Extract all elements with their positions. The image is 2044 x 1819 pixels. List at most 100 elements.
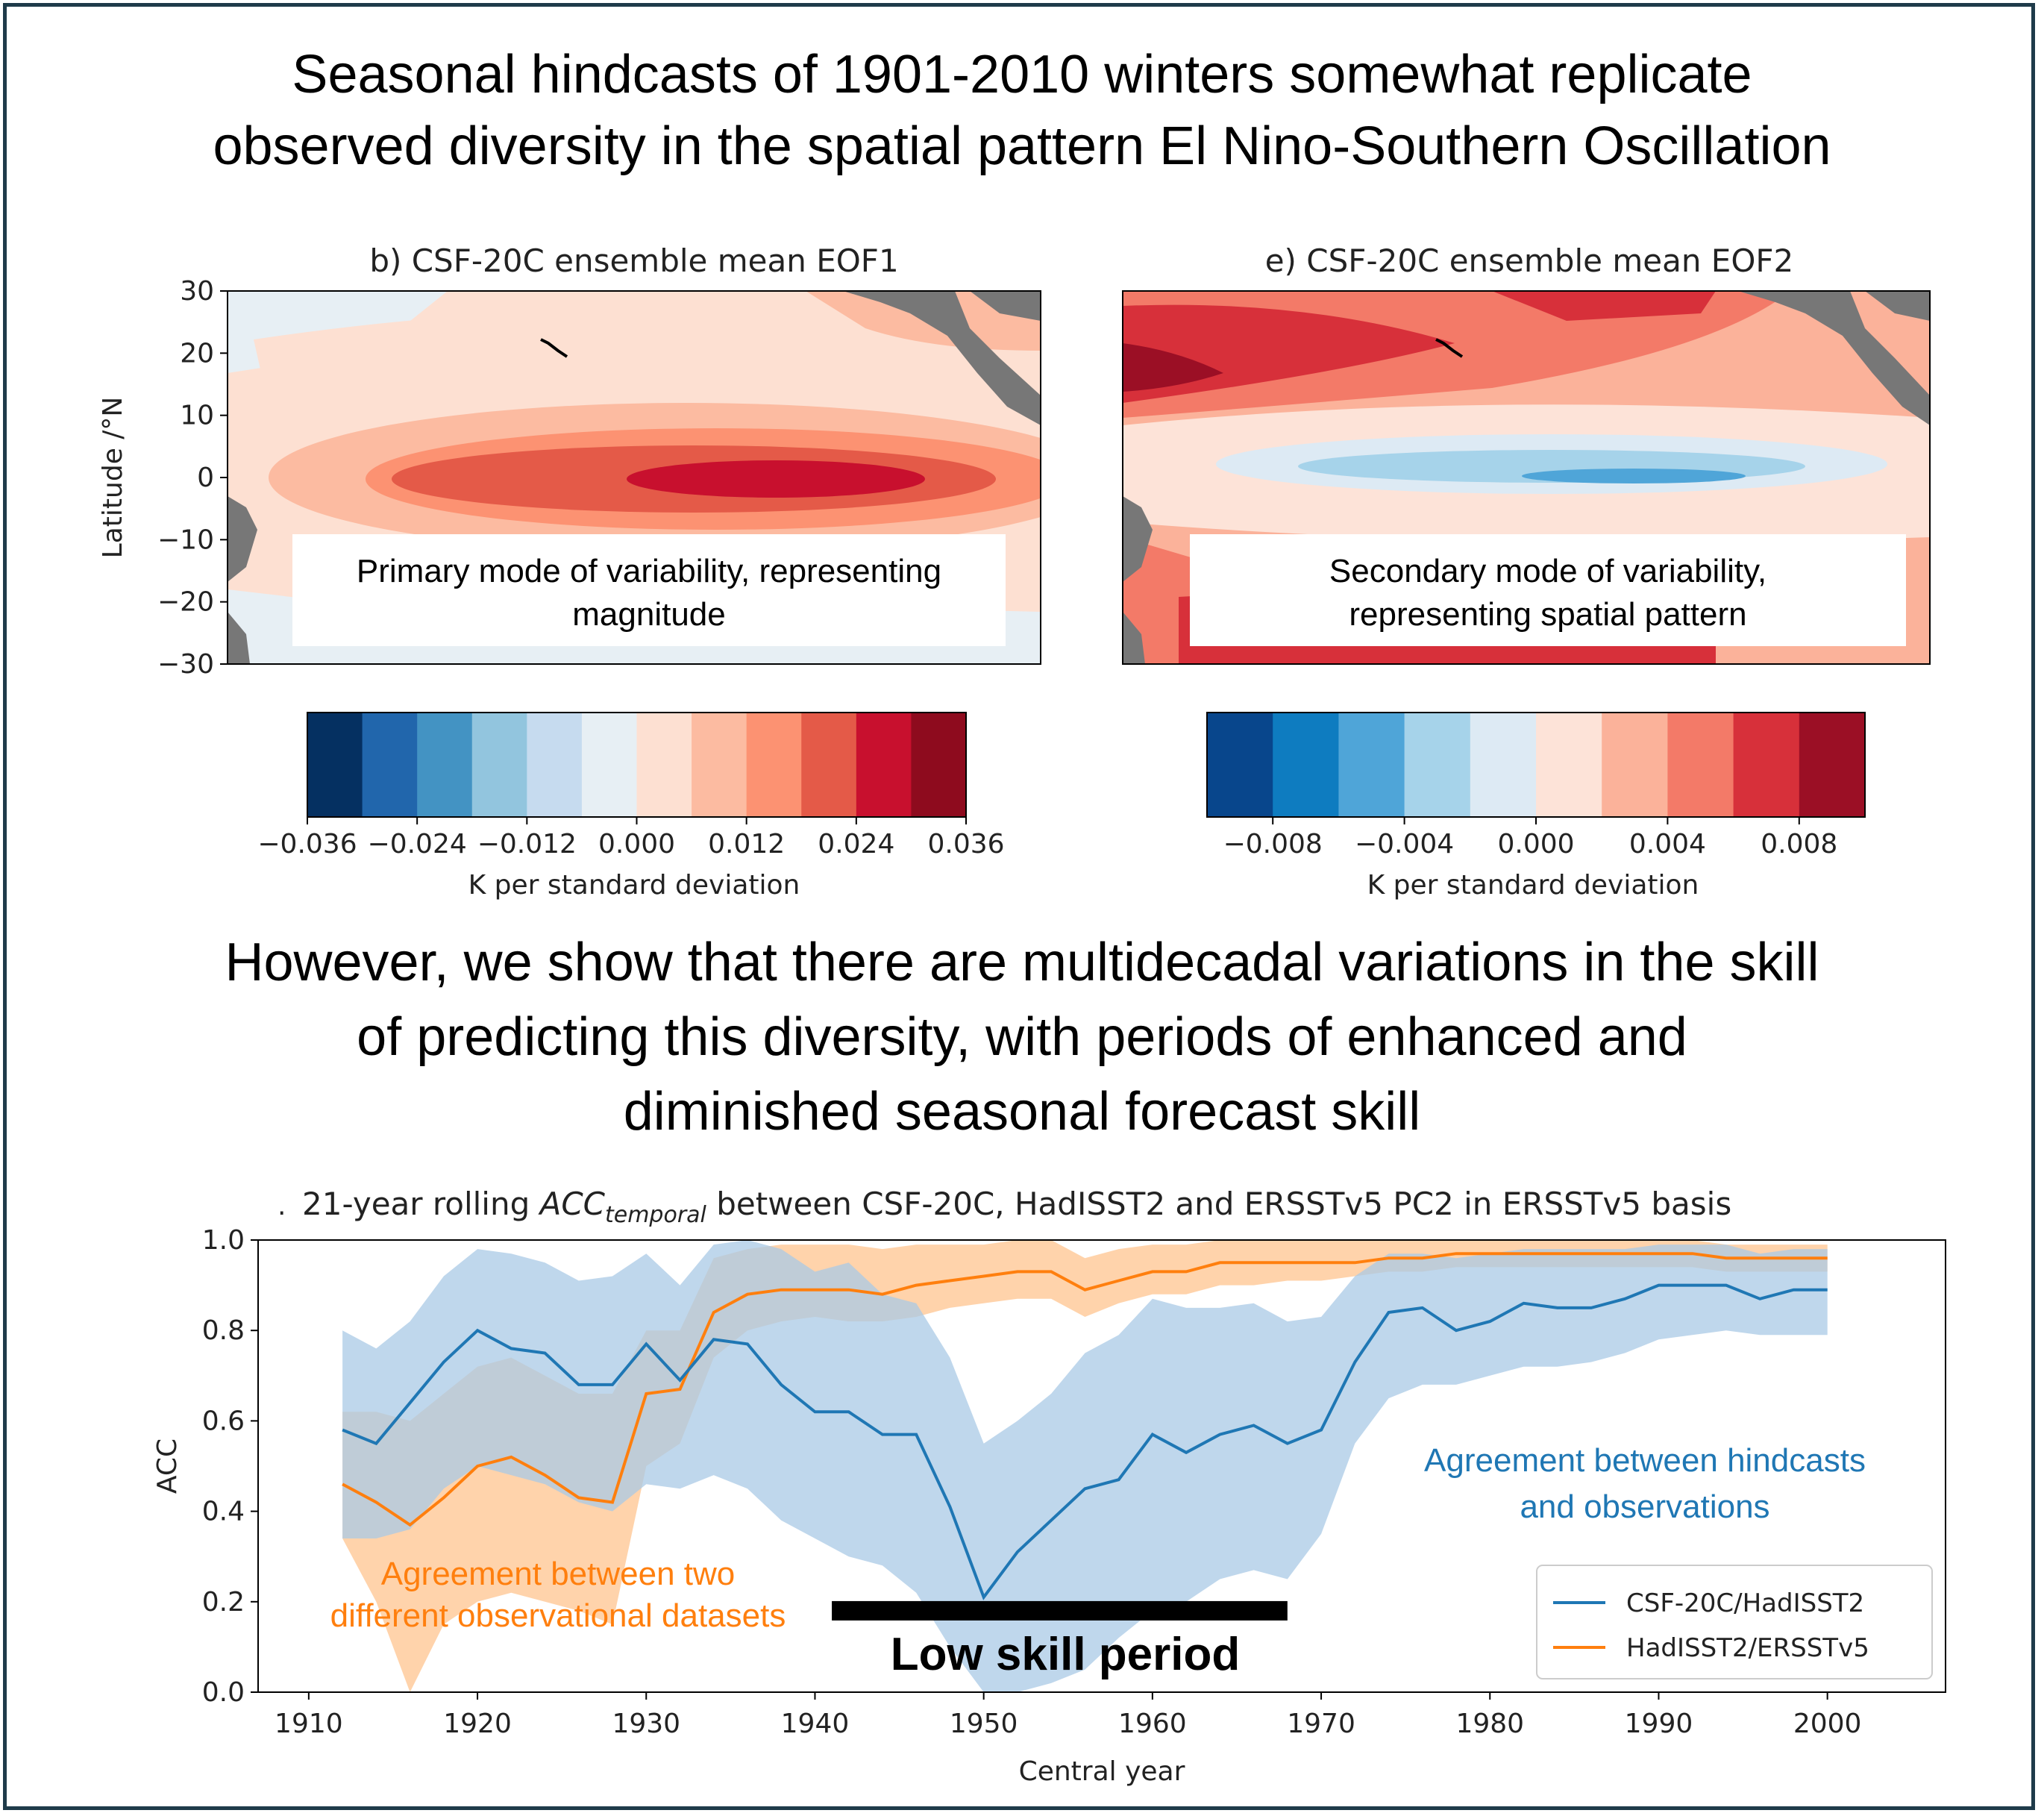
eof2-note-box xyxy=(1190,534,1906,646)
x-tick-label: 1960 xyxy=(1118,1709,1187,1739)
x-tick-label: 1980 xyxy=(1455,1709,1524,1739)
colorbar-swatch xyxy=(746,713,802,817)
headline-top: Seasonal hindcasts of 1901-2010 winters … xyxy=(0,39,2044,182)
colorbar-swatch xyxy=(1404,713,1471,817)
colorbar-swatch xyxy=(471,713,527,817)
colorbar-tick-label: −0.012 xyxy=(477,829,577,860)
lat-tick-label: −30 xyxy=(157,649,214,680)
y-tick-label: 0.4 xyxy=(202,1497,245,1527)
y-tick-label: 0.2 xyxy=(202,1587,245,1618)
lat-tick-label: 0 xyxy=(197,463,214,493)
acc-title-acc: ACC xyxy=(538,1186,606,1222)
eof2-note-line-1: Secondary mode of variability, xyxy=(1329,553,1766,589)
x-tick-label: 2000 xyxy=(1793,1709,1862,1739)
band-csf20c-hadisst2 xyxy=(342,1240,1828,1692)
lat-ticks: 30 20 10 0 −10 −20 −30 xyxy=(157,276,228,680)
colorbar-eof1: −0.036 −0.024 −0.012 0.000 0.012 0.024 0.036 xyxy=(257,712,1005,860)
colorbar-swatch xyxy=(636,713,692,817)
colorbar-eof2: −0.008 −0.004 0.000 0.004 0.008 xyxy=(1206,712,1866,860)
colorbar-tick-label: 0.000 xyxy=(1497,829,1574,860)
lat-tick-label: −10 xyxy=(157,525,214,555)
colorbar-swatch xyxy=(1667,713,1734,817)
land-mexico xyxy=(1738,291,1930,425)
acc-axis-ticks: 1910 1920 1930 1940 1950 1960 1970 1980 1990 2000… xyxy=(202,1225,1862,1739)
acc-chart-title: 21-year rolling ACCtemporal between CSF-… xyxy=(302,1186,1731,1228)
land-north-america xyxy=(970,291,1041,321)
lat-axis-label: Latitude /°N xyxy=(98,397,128,559)
acc-title-sub: temporal xyxy=(605,1202,707,1228)
land-maritime xyxy=(228,496,257,582)
lat-tick-label: 30 xyxy=(180,276,214,307)
x-tick-label: 1910 xyxy=(275,1709,343,1739)
colorbar-swatch xyxy=(362,713,418,817)
acc-plot-frame xyxy=(257,1239,1946,1693)
colorbar-swatch xyxy=(307,713,363,817)
acc-title-suffix: between CSF-20C, HadISST2 and ERSSTv5 PC… xyxy=(706,1186,1731,1222)
map-panel-eof1: b) CSF-20C ensemble mean EOF1 Primary mo… xyxy=(98,242,1041,680)
x-tick-label: 1970 xyxy=(1287,1709,1355,1739)
acc-x-label: Central year xyxy=(1019,1756,1185,1787)
land-australia xyxy=(1123,612,1145,664)
lat-tick-label: −20 xyxy=(157,587,214,618)
x-tick-label: 1990 xyxy=(1625,1709,1693,1739)
x-tick-label: 1930 xyxy=(612,1709,680,1739)
acc-plot-area xyxy=(342,1240,1828,1692)
colorbar-swatch xyxy=(692,713,747,817)
colorbar-swatch xyxy=(1536,713,1602,817)
land-hawaii xyxy=(540,338,568,358)
headline-mid-line-3: diminished seasonal forecast skill xyxy=(623,1082,1421,1142)
x-tick-label: 1950 xyxy=(950,1709,1018,1739)
headline-mid-line-1: However, we show that there are multidec… xyxy=(225,933,1819,992)
legend-box xyxy=(1536,1565,1933,1679)
colorbar-tick-label: 0.000 xyxy=(598,829,675,860)
orange-note-line-1: Agreement between two xyxy=(381,1556,736,1592)
map-panel-eof2: e) CSF-20C ensemble mean EOF2 Secondary … xyxy=(1122,242,1931,665)
colorbar-tick-label: 0.024 xyxy=(818,829,894,860)
legend-label-orange: HadISST2/ERSSTv5 xyxy=(1626,1633,1869,1663)
field-contour-4 xyxy=(627,460,925,498)
colorbar-swatch xyxy=(1273,713,1339,817)
colorbar-tick-label: 0.036 xyxy=(927,829,1004,860)
colorbar-swatch xyxy=(1602,713,1668,817)
orange-note-line-2: different observational datasets xyxy=(330,1597,786,1634)
field-north-max xyxy=(1123,343,1223,392)
headline-mid-line-2: of predicting this diversity, with perio… xyxy=(357,1007,1687,1067)
blue-note-line-1: Agreement between hindcasts xyxy=(1424,1442,1866,1479)
eof1-note-line-2: magnitude xyxy=(572,596,725,633)
eof1-note-box xyxy=(292,534,1006,646)
eof2-note-line-2: representing spatial pattern xyxy=(1349,596,1746,633)
line-csf20c-hadisst2 xyxy=(342,1283,1828,1600)
x-tick-label: 1920 xyxy=(443,1709,512,1739)
colorbar-swatch xyxy=(417,713,473,817)
colorbar-tick-label: 0.012 xyxy=(708,829,785,860)
stray-dot: . xyxy=(278,1191,286,1221)
map-frame-eof2 xyxy=(1122,290,1931,665)
y-tick-label: 1.0 xyxy=(202,1225,245,1256)
colorbar-swatch xyxy=(1338,713,1405,817)
colorbar-tick-label: −0.024 xyxy=(368,829,467,860)
acc-chart: . 21-year rolling ACCtemporal between CS… xyxy=(152,1186,1946,1787)
colorbar-tick-label: 0.004 xyxy=(1629,829,1706,860)
land-north-america xyxy=(1865,291,1930,321)
colorbar-swatch xyxy=(1207,713,1273,817)
map-title-eof2: e) CSF-20C ensemble mean EOF2 xyxy=(1265,242,1794,279)
map-title-eof1: b) CSF-20C ensemble mean EOF1 xyxy=(369,242,898,279)
figure-border xyxy=(3,3,2035,1810)
line-hadisst2-ersstv5 xyxy=(342,1252,1828,1527)
field-ne-strong xyxy=(1492,291,1716,321)
field-equatorial-negative-2 xyxy=(1522,469,1746,483)
colorbar-swatch xyxy=(856,713,912,817)
colorbar-swatch xyxy=(527,713,583,817)
colorbar-tick-label: 0.008 xyxy=(1761,829,1837,860)
blue-note-line-2: and observations xyxy=(1520,1488,1769,1525)
colorbar-swatch xyxy=(1470,713,1537,817)
legend-label-blue: CSF-20C/HadISST2 xyxy=(1626,1588,1864,1618)
colorbar-eof2-label: K per standard deviation xyxy=(1367,870,1699,901)
headline-top-line-2: observed diversity in the spatial patter… xyxy=(213,116,1831,176)
land-maritime xyxy=(1123,496,1153,582)
acc-title-prefix: 21-year rolling xyxy=(302,1186,540,1222)
acc-legend: CSF-20C/HadISST2 HadISST2/ERSSTv5 xyxy=(1536,1565,1933,1679)
headline-mid: However, we show that there are multidec… xyxy=(0,925,2044,1149)
x-tick-label: 1940 xyxy=(781,1709,850,1739)
